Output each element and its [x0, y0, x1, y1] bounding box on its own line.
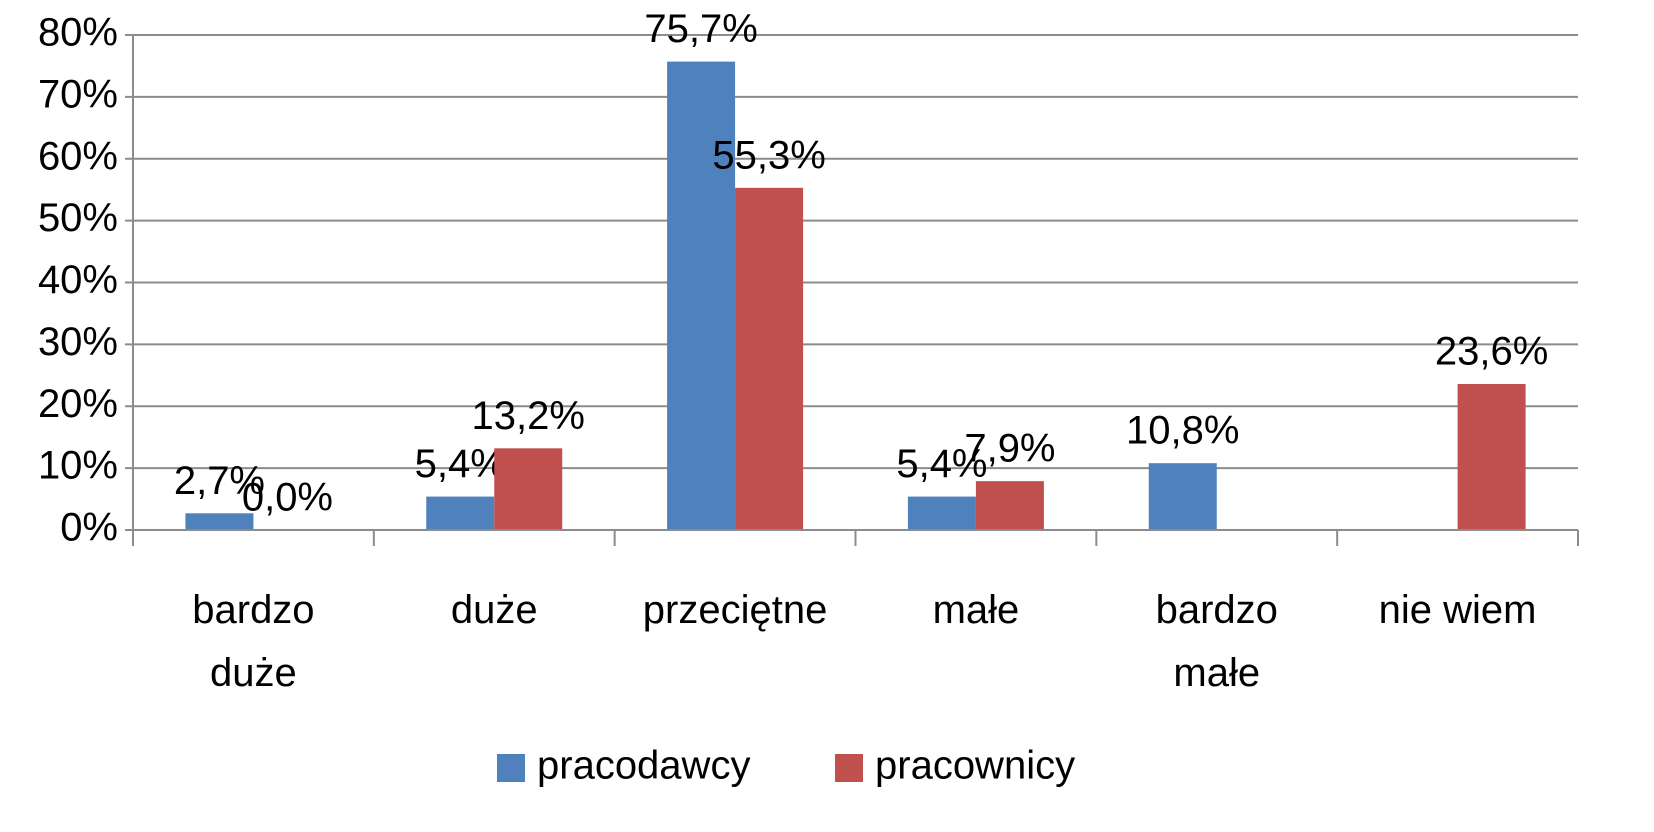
data-label: 13,2%	[472, 394, 585, 438]
x-tick-label: małe	[933, 588, 1020, 632]
data-label: 75,7%	[644, 7, 757, 51]
legend-swatch	[497, 754, 525, 782]
data-label: 2,7%	[174, 459, 265, 503]
bar	[494, 448, 563, 530]
data-label: 0,0%	[242, 476, 333, 520]
x-tick-label: duże	[451, 588, 538, 632]
bar	[185, 513, 254, 530]
y-tick-label: 70%	[38, 72, 118, 116]
x-tick-label: bardzo duże	[192, 588, 314, 695]
bar	[1148, 463, 1217, 530]
bar	[975, 481, 1044, 530]
y-tick-label: 80%	[38, 11, 118, 55]
bar	[1457, 383, 1526, 530]
data-label: 23,6%	[1435, 330, 1548, 374]
y-tick-label: 0%	[60, 506, 118, 550]
bar	[735, 187, 804, 531]
y-tick-label: 60%	[38, 134, 118, 178]
x-tick-label: bardzo małe	[1156, 588, 1278, 695]
x-tick-label: przeciętne	[643, 588, 828, 632]
y-tick-label: 50%	[38, 196, 118, 240]
bar	[907, 496, 976, 530]
legend-label: pracownicy	[875, 744, 1075, 788]
y-tick-label: 10%	[38, 444, 118, 488]
bar	[426, 496, 495, 530]
x-tick-label: nie wiem	[1379, 588, 1537, 632]
data-label: 7,9%	[964, 427, 1055, 471]
legend-label: pracodawcy	[537, 744, 750, 788]
data-label: 5,4%	[896, 442, 987, 486]
data-label: 5,4%	[415, 442, 506, 486]
data-label: 10,8%	[1126, 409, 1239, 453]
y-tick-label: 30%	[38, 320, 118, 364]
y-tick-label: 20%	[38, 382, 118, 426]
bar	[667, 61, 736, 530]
legend-swatch	[835, 754, 863, 782]
data-label: 55,3%	[712, 133, 825, 177]
y-tick-label: 40%	[38, 258, 118, 302]
